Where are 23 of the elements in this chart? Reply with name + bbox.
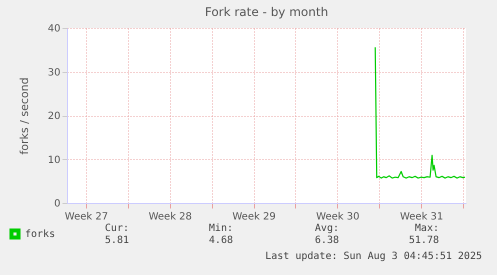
- text: Avg:: [314, 223, 339, 234]
- chart-title: Fork rate - by month: [204, 5, 328, 19]
- x-tick-label: Week 28: [148, 212, 192, 222]
- x-tick-label: Week 30: [316, 212, 360, 222]
- line-series: [374, 46, 466, 179]
- y-tick-label: 40: [48, 24, 60, 34]
- text: 4.68: [208, 235, 233, 246]
- text: Last update: Sun Aug 3 04:45:51 2025: [265, 251, 482, 262]
- y-tick-label: 0: [54, 198, 60, 210]
- x-tick-label: Week 27: [64, 212, 108, 222]
- x-tick-label: Week 29: [232, 212, 276, 222]
- text: 6.38: [314, 235, 339, 246]
- y-tick-label: 30: [48, 67, 60, 78]
- y-axis-title: forks / second: [18, 77, 31, 155]
- text: 51.78: [408, 235, 439, 246]
- text: 5.81: [104, 235, 129, 246]
- text: Min:: [208, 223, 233, 234]
- y-tick-label: 20: [48, 111, 60, 122]
- y-tick-label: 10: [48, 154, 60, 166]
- text: Max:: [414, 223, 439, 234]
- legend-label: forks: [25, 229, 56, 240]
- text: Cur:: [104, 223, 129, 234]
- x-tick-label: Week 31: [400, 212, 444, 222]
